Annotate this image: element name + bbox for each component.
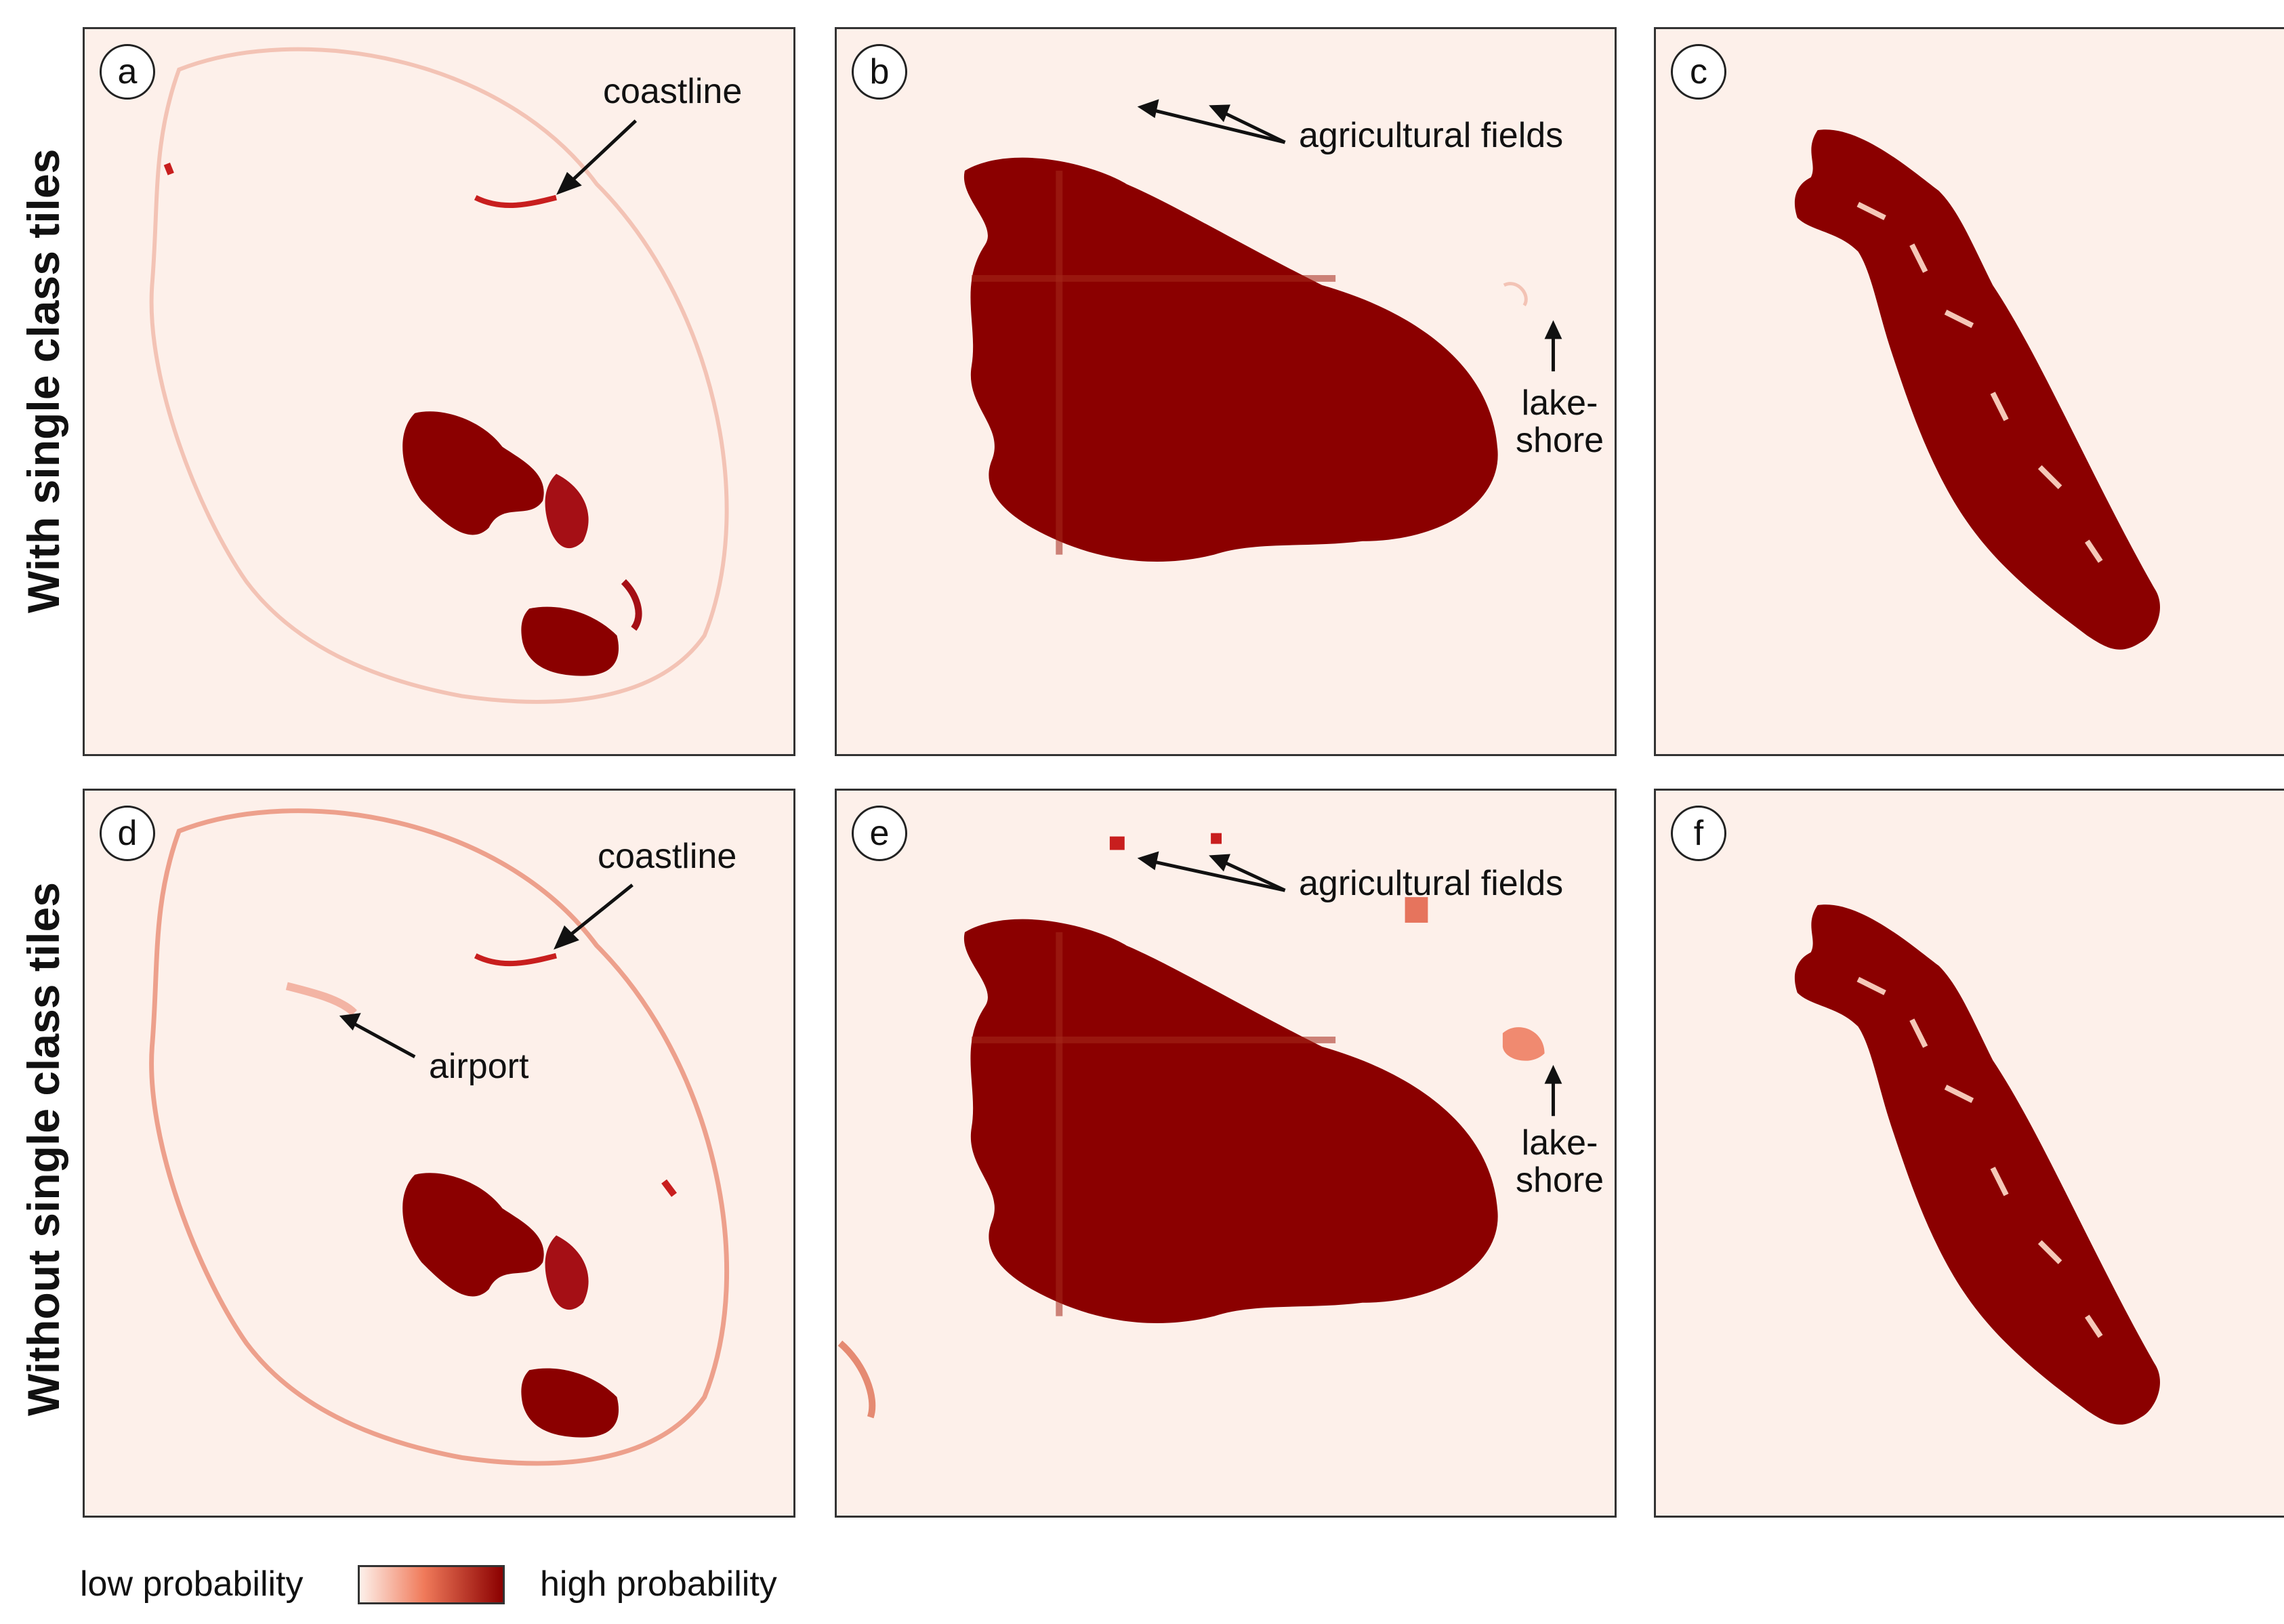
legend-colorbar [358,1565,505,1604]
lakeshore-patch-e [1502,1027,1545,1061]
agri-field-3-e [1405,897,1428,923]
panel-e: e agricultural fields lake- shore [835,789,1617,1518]
annotation-coastline-d: coastline [598,837,737,876]
annotation-lakeshore-line1-e: lake- [1521,1123,1598,1163]
annotation-lakeshore-line2-b: shore [1516,420,1604,460]
row-title-bottom: Without single class tiles [18,882,68,1416]
fire-scar-arm-a [545,474,589,549]
legend-low-label: low probability [80,1564,304,1604]
annotation-airport-d: airport [429,1047,529,1086]
annotation-lakeshore-line1-b: lake- [1521,383,1598,423]
fire-scar-north-d [402,1173,544,1297]
fire-scar-f [1794,904,2160,1425]
airport-trace-d [285,982,357,1016]
island-outline-a [149,47,729,704]
agri-field-1-e [1109,836,1125,850]
fire-scar-b [963,157,1498,562]
panel-b: b agricultural fields lake- shore [835,27,1617,756]
annotation-lakeshore-e: lake- shore [1516,1125,1604,1199]
fire-scar-arm-d [545,1235,589,1310]
probability-map-b [963,157,1528,562]
annotation-agricultural-fields-b: agricultural fields [1299,116,1564,155]
probability-map-d [149,808,730,1466]
annotation-coastline-a: coastline [603,72,743,111]
coastline-trace-a [474,194,557,209]
panel-c: c [1654,27,2284,756]
annotation-agricultural-fields-e: agricultural fields [1299,864,1564,903]
probability-map-e [837,833,1545,1419]
panel-label-b: b [852,44,907,100]
fire-scar-south-a [521,606,619,676]
agri-field-2-e [1211,833,1222,844]
annotation-lakeshore-line2-e: shore [1516,1160,1604,1200]
panel-d: d coastline airport [83,789,795,1518]
annotation-lakeshore-b: lake- shore [1516,385,1604,459]
unburned-patches-f [1856,976,2103,1338]
edge-speck-d [661,1179,677,1197]
panel-a: a coastline [83,27,795,756]
panel-label-c: c [1671,44,1726,100]
panel-label-e: e [852,806,907,861]
fire-scar-north-a [402,411,544,535]
fire-scar-fragment-a [621,579,642,631]
island-outline-d [149,808,730,1466]
panel-label-f: f [1671,806,1726,861]
fire-scar-south-d [521,1368,619,1438]
probability-map-c [1794,129,2160,650]
panel-f: f [1654,789,2284,1518]
fire-scar-e [963,919,1498,1323]
unburned-patches-c [1856,201,2103,563]
legend-high-label: high probability [540,1564,777,1604]
panel-label-d: d [100,806,155,861]
fire-scar-c [1794,129,2160,650]
edge-trace-e [837,1340,876,1419]
coastline-trace-d [474,953,557,967]
probability-map-f [1794,904,2160,1425]
row-title-top: With single class tiles [18,148,68,613]
edge-speck-a [163,163,174,175]
lakeshore-trace-b [1503,282,1528,307]
probability-map-a [149,47,729,704]
panel-label-a: a [100,44,155,100]
